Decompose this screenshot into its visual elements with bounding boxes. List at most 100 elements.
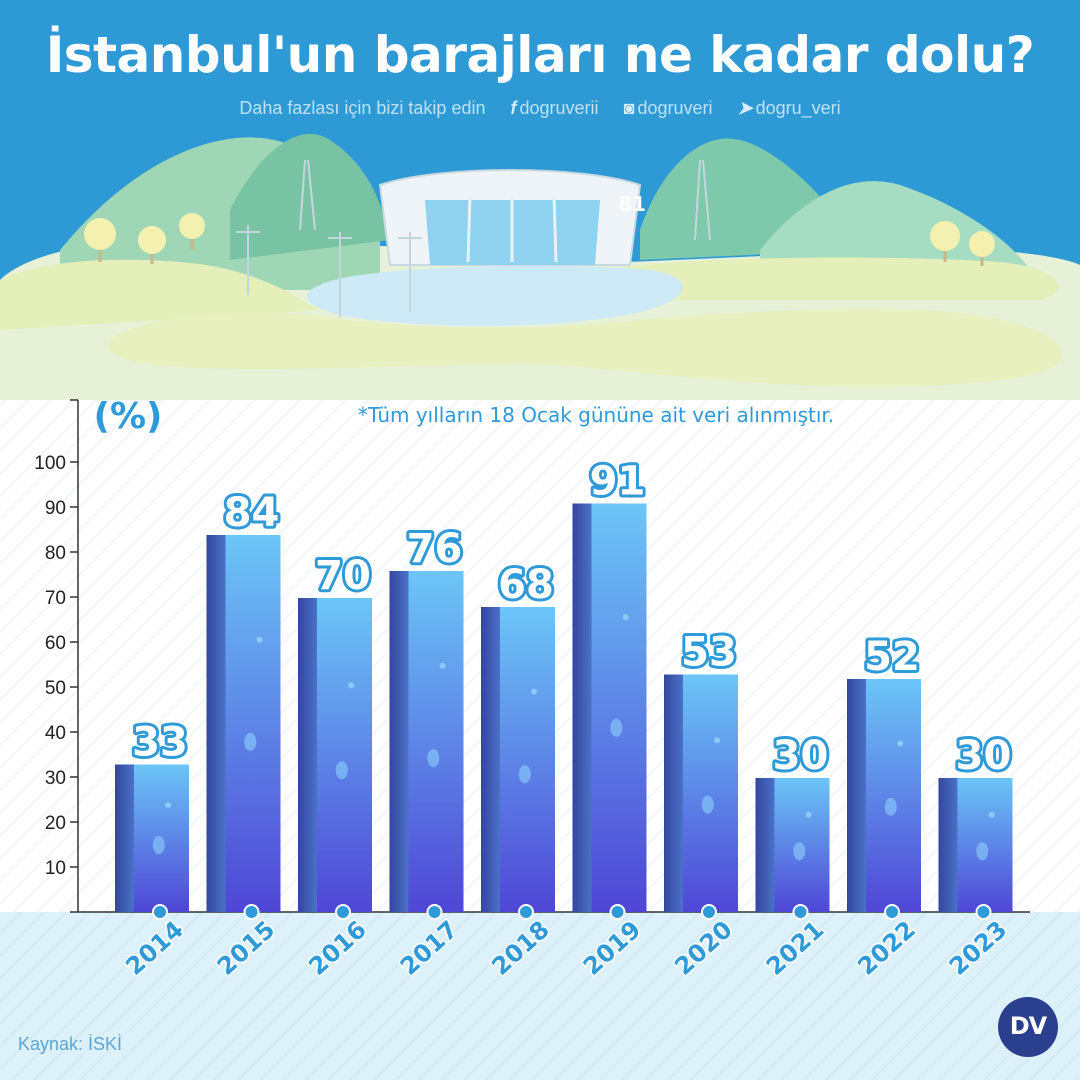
bar-2015: [225, 534, 281, 912]
data-label-2021: 30: [773, 733, 829, 779]
social-twitter[interactable]: ➤ dogru_veri: [738, 98, 841, 118]
y-tick-label: 40: [45, 723, 66, 744]
water-drop: [152, 836, 165, 855]
facebook-handle: dogruverii: [519, 98, 599, 118]
bar-side-2018: [481, 606, 500, 912]
water-drop: [335, 761, 348, 780]
water-drop: [793, 842, 806, 861]
y-tick-label: 10: [45, 858, 66, 879]
water-drop: [884, 797, 897, 816]
water-drop: [256, 636, 263, 643]
x-tick-label: 2017: [395, 915, 463, 981]
data-label-2019: 91: [590, 459, 646, 505]
bar-side-2016: [298, 597, 317, 912]
dogruveri-logo: DV: [998, 997, 1058, 1057]
y-tick-label: 60: [45, 633, 66, 654]
bar-2022: [866, 678, 921, 912]
grass-foreground: [108, 309, 1062, 387]
bar-2016: [317, 597, 372, 912]
water-drop: [622, 614, 629, 621]
x-tick-label: 2016: [303, 915, 371, 981]
y-tick-label: 50: [45, 678, 66, 699]
bar-chart: 10 20 30 40 50 60 70 80 90 100 33 2014 84 2015 70 2016…: [34, 396, 1030, 982]
x-tick-label: 2021: [761, 915, 829, 981]
instagram-handle: dogruveri: [637, 98, 713, 118]
hill-right: [760, 181, 1030, 280]
water-drop: [988, 811, 995, 818]
water-drop: [701, 795, 714, 814]
dam-landscape-illustration: 81: [0, 133, 1080, 400]
twitter-icon: ➤: [737, 98, 753, 118]
grass-left: [0, 259, 320, 330]
bar-2020: [683, 673, 738, 912]
data-label-2022: 52: [864, 634, 920, 680]
power-poles: [236, 159, 711, 318]
y-tick-label: 90: [45, 498, 66, 519]
year-marker-dot: [426, 904, 443, 920]
year-marker-dot: [518, 904, 534, 920]
water-drop: [531, 688, 538, 695]
water-drop: [714, 737, 721, 744]
y-tick-label: 70: [45, 588, 66, 609]
x-tick-label: 2014: [120, 915, 188, 981]
data-label-2020: 53: [681, 630, 737, 676]
bar-2019: [591, 502, 647, 912]
y-unit-label: (%): [94, 396, 163, 437]
bar-side-2021: [755, 777, 775, 912]
bar-side-2022: [847, 678, 866, 912]
trees-right: [930, 221, 995, 266]
follow-text: Daha fazlası için bizi takip edin: [239, 98, 486, 118]
x-tick-label: 2023: [944, 915, 1012, 981]
water-drop: [805, 811, 812, 818]
data-label-2018: 68: [498, 562, 554, 608]
x-tick-label: 2019: [578, 915, 646, 981]
bar-side-2020: [664, 673, 683, 912]
water-drop: [244, 732, 257, 751]
social-instagram[interactable]: ◙ dogruveri: [624, 98, 713, 118]
year-marker-dot: [243, 904, 260, 920]
y-tick-label: 80: [45, 543, 66, 564]
logo-text: DV: [1009, 1012, 1048, 1040]
water-drop: [897, 740, 904, 747]
water-band: [0, 912, 1080, 1080]
instagram-icon: ◙: [623, 98, 635, 118]
year-marker-dot: [701, 904, 717, 920]
x-tick-label: 2022: [852, 915, 920, 981]
bar-2018: [500, 606, 555, 912]
grass-right: [600, 257, 1059, 300]
water-drop: [348, 682, 355, 689]
water-drop: [165, 802, 172, 809]
x-tick-label: 2015: [212, 915, 280, 981]
year-marker-dot: [792, 904, 809, 920]
year-marker-dot: [884, 904, 900, 920]
twitter-handle: dogru_veri: [755, 98, 841, 118]
year-marker-dot: [335, 904, 351, 920]
bar-side-2019: [572, 502, 592, 912]
social-facebook[interactable]: f dogruverii: [511, 98, 599, 118]
x-tick-label: 2020: [669, 915, 737, 981]
water-drop: [518, 765, 531, 784]
chart-note: *Tüm yılların 18 Ocak gününe ait veri al…: [358, 403, 834, 427]
bar-side-2014: [115, 763, 134, 912]
y-tick-label: 100: [34, 453, 66, 474]
year-marker-dot: [609, 904, 626, 920]
water-drop: [427, 749, 440, 768]
x-tick-label: 2018: [486, 915, 554, 981]
year-marker-dot: [152, 904, 168, 920]
data-label-2016: 70: [315, 553, 371, 599]
bar-side-2023: [938, 777, 958, 912]
mountain-left: [230, 133, 390, 260]
water-drop: [976, 842, 989, 861]
reservoir-lake: [306, 265, 683, 326]
dam-number: 81: [618, 192, 646, 216]
water-drop: [610, 718, 623, 737]
y-tick-label: 20: [45, 813, 66, 834]
data-label-2017: 76: [407, 526, 463, 572]
y-tick-label: 30: [45, 768, 66, 789]
year-marker-dot: [975, 904, 992, 920]
facebook-icon: f: [510, 98, 517, 118]
water-drop: [439, 662, 446, 669]
bar-2017: [408, 570, 464, 912]
bar-side-2015: [206, 534, 226, 912]
